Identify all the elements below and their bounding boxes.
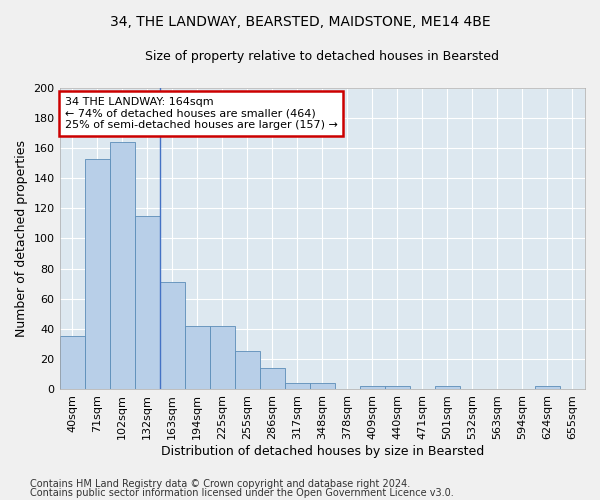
Bar bbox=[535, 386, 560, 389]
Bar bbox=[134, 216, 160, 389]
Bar bbox=[385, 386, 410, 389]
Bar bbox=[285, 383, 310, 389]
Text: Contains HM Land Registry data © Crown copyright and database right 2024.: Contains HM Land Registry data © Crown c… bbox=[30, 479, 410, 489]
Text: 34, THE LANDWAY, BEARSTED, MAIDSTONE, ME14 4BE: 34, THE LANDWAY, BEARSTED, MAIDSTONE, ME… bbox=[110, 15, 490, 29]
Bar bbox=[360, 386, 385, 389]
Bar bbox=[235, 352, 260, 389]
Title: Size of property relative to detached houses in Bearsted: Size of property relative to detached ho… bbox=[145, 50, 499, 63]
X-axis label: Distribution of detached houses by size in Bearsted: Distribution of detached houses by size … bbox=[161, 444, 484, 458]
Bar bbox=[185, 326, 209, 389]
Bar bbox=[209, 326, 235, 389]
Bar bbox=[310, 383, 335, 389]
Bar bbox=[59, 336, 85, 389]
Bar bbox=[85, 158, 110, 389]
Bar bbox=[110, 142, 134, 389]
Bar bbox=[260, 368, 285, 389]
Bar bbox=[435, 386, 460, 389]
Text: 34 THE LANDWAY: 164sqm
← 74% of detached houses are smaller (464)
25% of semi-de: 34 THE LANDWAY: 164sqm ← 74% of detached… bbox=[65, 97, 338, 130]
Bar bbox=[160, 282, 185, 389]
Text: Contains public sector information licensed under the Open Government Licence v3: Contains public sector information licen… bbox=[30, 488, 454, 498]
Y-axis label: Number of detached properties: Number of detached properties bbox=[15, 140, 28, 337]
